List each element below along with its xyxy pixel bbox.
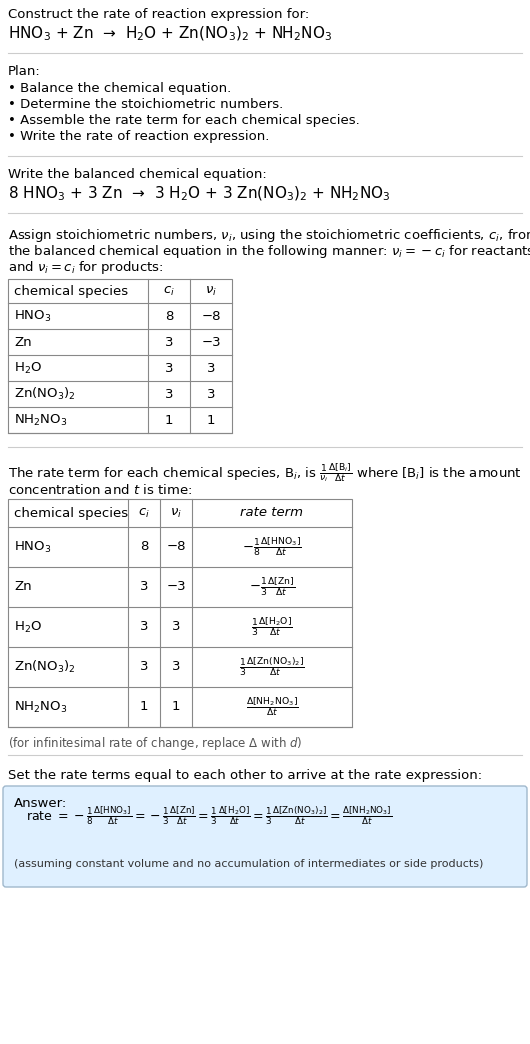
Text: Assign stoichiometric numbers, $\nu_i$, using the stoichiometric coefficients, $: Assign stoichiometric numbers, $\nu_i$, … (8, 227, 530, 244)
Text: 8 HNO$_3$ + 3 Zn  →  3 H$_2$O + 3 Zn(NO$_3$)$_2$ + NH$_2$NO$_3$: 8 HNO$_3$ + 3 Zn → 3 H$_2$O + 3 Zn(NO$_3… (8, 185, 391, 204)
Text: −8: −8 (166, 541, 185, 553)
Text: • Determine the stoichiometric numbers.: • Determine the stoichiometric numbers. (8, 98, 283, 111)
Text: 3: 3 (207, 387, 215, 401)
Text: 3: 3 (140, 580, 148, 593)
Text: 8: 8 (140, 541, 148, 553)
Text: 3: 3 (165, 387, 173, 401)
Text: chemical species: chemical species (14, 285, 128, 298)
Text: 1: 1 (140, 701, 148, 713)
FancyBboxPatch shape (3, 786, 527, 887)
Text: $\frac{1}{3}\frac{\Delta[{\rm H_2O}]}{\Delta t}$: $\frac{1}{3}\frac{\Delta[{\rm H_2O}]}{\D… (251, 616, 293, 639)
Text: 3: 3 (172, 661, 180, 673)
Text: rate $= -\frac{1}{8}\frac{\Delta[{\rm HNO_3}]}{\Delta t} = -\frac{1}{3}\frac{\De: rate $= -\frac{1}{8}\frac{\Delta[{\rm HN… (26, 805, 392, 827)
Bar (8, 499, 352, 727)
Text: 3: 3 (165, 361, 173, 375)
Text: Zn: Zn (14, 335, 32, 349)
Text: HNO$_3$: HNO$_3$ (14, 308, 51, 324)
Text: $c_i$: $c_i$ (138, 506, 150, 520)
Text: H$_2$O: H$_2$O (14, 360, 42, 376)
Text: and $\nu_i = c_i$ for products:: and $\nu_i = c_i$ for products: (8, 259, 164, 276)
Text: 3: 3 (140, 620, 148, 634)
Text: (for infinitesimal rate of change, replace Δ with $d$): (for infinitesimal rate of change, repla… (8, 735, 303, 752)
Text: HNO$_3$ + Zn  →  H$_2$O + Zn(NO$_3$)$_2$ + NH$_2$NO$_3$: HNO$_3$ + Zn → H$_2$O + Zn(NO$_3$)$_2$ +… (8, 25, 332, 44)
Text: $\nu_i$: $\nu_i$ (205, 284, 217, 298)
Text: the balanced chemical equation in the following manner: $\nu_i = -c_i$ for react: the balanced chemical equation in the fo… (8, 243, 530, 260)
Text: HNO$_3$: HNO$_3$ (14, 540, 51, 554)
Text: $\frac{1}{3}\frac{\Delta[{\rm Zn(NO_3)_2}]}{\Delta t}$: $\frac{1}{3}\frac{\Delta[{\rm Zn(NO_3)_2… (239, 656, 305, 679)
Text: $\nu_i$: $\nu_i$ (170, 506, 182, 520)
Text: 3: 3 (165, 335, 173, 349)
Text: Set the rate terms equal to each other to arrive at the rate expression:: Set the rate terms equal to each other t… (8, 769, 482, 782)
Text: Zn(NO$_3$)$_2$: Zn(NO$_3$)$_2$ (14, 386, 76, 402)
Text: Zn: Zn (14, 580, 32, 593)
Text: concentration and $t$ is time:: concentration and $t$ is time: (8, 483, 192, 497)
Text: 3: 3 (140, 661, 148, 673)
Text: NH$_2$NO$_3$: NH$_2$NO$_3$ (14, 699, 67, 714)
Text: • Write the rate of reaction expression.: • Write the rate of reaction expression. (8, 130, 269, 143)
Text: Construct the rate of reaction expression for:: Construct the rate of reaction expressio… (8, 8, 309, 21)
Text: rate term: rate term (241, 506, 304, 520)
Text: (assuming constant volume and no accumulation of intermediates or side products): (assuming constant volume and no accumul… (14, 859, 483, 869)
Text: 3: 3 (207, 361, 215, 375)
Text: −8: −8 (201, 309, 221, 323)
Text: $\frac{\Delta[{\rm NH_2NO_3}]}{\Delta t}$: $\frac{\Delta[{\rm NH_2NO_3}]}{\Delta t}… (246, 695, 298, 718)
Text: 1: 1 (172, 701, 180, 713)
Text: Answer:: Answer: (14, 797, 67, 810)
Bar (8, 279, 232, 433)
Text: $-\frac{1}{8}\frac{\Delta[{\rm HNO_3}]}{\Delta t}$: $-\frac{1}{8}\frac{\Delta[{\rm HNO_3}]}{… (242, 536, 302, 559)
Text: • Assemble the rate term for each chemical species.: • Assemble the rate term for each chemic… (8, 114, 360, 127)
Text: Zn(NO$_3$)$_2$: Zn(NO$_3$)$_2$ (14, 659, 76, 675)
Text: $-\frac{1}{3}\frac{\Delta[{\rm Zn}]}{\Delta t}$: $-\frac{1}{3}\frac{\Delta[{\rm Zn}]}{\De… (249, 576, 295, 598)
Text: • Balance the chemical equation.: • Balance the chemical equation. (8, 82, 231, 95)
Text: −3: −3 (201, 335, 221, 349)
Text: −3: −3 (166, 580, 186, 593)
Text: Write the balanced chemical equation:: Write the balanced chemical equation: (8, 168, 267, 181)
Text: NH$_2$NO$_3$: NH$_2$NO$_3$ (14, 412, 67, 428)
Text: 3: 3 (172, 620, 180, 634)
Text: 1: 1 (207, 413, 215, 427)
Text: 1: 1 (165, 413, 173, 427)
Text: H$_2$O: H$_2$O (14, 619, 42, 635)
Text: chemical species: chemical species (14, 506, 128, 520)
Text: $c_i$: $c_i$ (163, 284, 175, 298)
Text: 8: 8 (165, 309, 173, 323)
Text: The rate term for each chemical species, B$_i$, is $\frac{1}{\nu_i}\frac{\Delta[: The rate term for each chemical species,… (8, 461, 522, 484)
Text: Plan:: Plan: (8, 65, 41, 78)
